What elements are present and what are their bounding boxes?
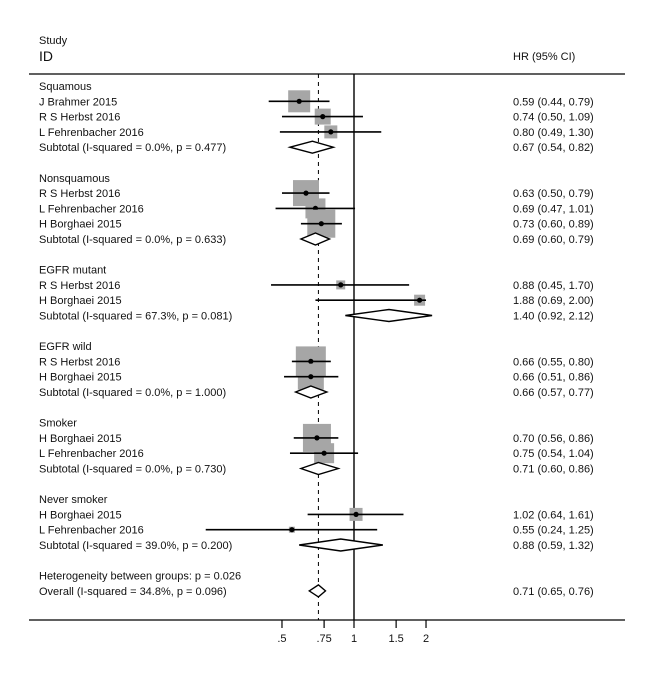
study-label: R S Herbst 2016 (39, 112, 120, 124)
group-heading: Smoker (39, 418, 77, 430)
point-estimate (416, 297, 423, 303)
group-heading: Nonsquamous (39, 173, 110, 185)
subtotal-label: Subtotal (I-squared = 0.0%, p = 0.730) (39, 464, 226, 476)
group-heading: Never smoker (39, 494, 108, 506)
study-hr-value: 0.88 (0.45, 1.70) (513, 280, 594, 292)
x-tick-label: 1.5 (388, 633, 403, 645)
subtotal-label: Subtotal (I-squared = 67.3%, p = 0.081) (39, 311, 232, 323)
point-estimate (328, 129, 334, 135)
heterogeneity-label: Heterogeneity between groups: p = 0.026 (39, 571, 241, 583)
subtotal-hr-value: 0.88 (0.59, 1.32) (513, 540, 594, 552)
study-label: R S Herbst 2016 (39, 356, 120, 368)
study-label: H Borghaei 2015 (39, 509, 122, 521)
subtotal-diamond (287, 140, 336, 154)
study-hr-value: 0.63 (0.50, 0.79) (513, 188, 594, 200)
subtotal-label: Subtotal (I-squared = 39.0%, p = 0.200) (39, 540, 232, 552)
subtotal-hr-value: 1.40 (0.92, 2.12) (513, 311, 594, 323)
study-label: R S Herbst 2016 (39, 188, 120, 200)
point-estimate (308, 358, 314, 364)
study-label: H Borghaei 2015 (39, 433, 122, 445)
subtotal-label: Subtotal (I-squared = 0.0%, p = 0.477) (39, 142, 226, 154)
study-label: L Fehrenbacher 2016 (39, 203, 144, 215)
point-estimate (296, 98, 302, 104)
study-label: H Borghaei 2015 (39, 295, 122, 307)
study-hr-value: 0.74 (0.50, 1.09) (513, 112, 594, 124)
study-hr-value: 0.80 (0.49, 1.30) (513, 127, 594, 139)
study-hr-value: 0.66 (0.55, 0.80) (513, 356, 594, 368)
header-id: ID (39, 48, 53, 64)
study-hr-value: 0.70 (0.56, 0.86) (513, 433, 594, 445)
study-label: J Brahmer 2015 (39, 96, 117, 108)
study-label: L Fehrenbacher 2016 (39, 127, 144, 139)
point-estimate (314, 435, 320, 441)
subtotal-diamond (293, 385, 329, 399)
x-tick-label: 1 (351, 633, 357, 645)
study-hr-value: 0.69 (0.47, 1.01) (513, 203, 594, 215)
study-hr-value: 0.55 (0.24, 1.25) (513, 525, 594, 537)
point-estimate (312, 205, 319, 211)
study-label: L Fehrenbacher 2016 (39, 525, 144, 537)
study-label: L Fehrenbacher 2016 (39, 448, 144, 460)
study-hr-value: 1.88 (0.69, 2.00) (513, 295, 594, 307)
point-estimate (289, 527, 295, 533)
point-estimate (318, 221, 324, 227)
header-study: Study (39, 35, 68, 47)
group-heading: EGFR mutant (39, 265, 106, 277)
x-tick-label: .5 (277, 633, 286, 645)
subtotal-diamond (298, 461, 341, 476)
point-estimate (308, 374, 314, 380)
point-estimate (353, 511, 359, 517)
group-heading: Squamous (39, 81, 92, 93)
study-hr-value: 1.02 (0.64, 1.61) (513, 509, 594, 521)
study-hr-value: 0.75 (0.54, 1.04) (513, 448, 594, 460)
study-label: H Borghaei 2015 (39, 219, 122, 231)
study-label: H Borghaei 2015 (39, 372, 122, 384)
subtotal-hr-value: 0.67 (0.54, 0.82) (513, 142, 594, 154)
study-label: R S Herbst 2016 (39, 280, 120, 292)
overall-diamond (307, 584, 327, 598)
x-tick-label: .75 (316, 633, 331, 645)
x-tick-label: 2 (423, 633, 429, 645)
subtotal-hr-value: 0.71 (0.60, 0.86) (513, 464, 594, 476)
point-estimate (338, 282, 344, 288)
subtotal-diamond (299, 538, 383, 552)
overall-label: Overall (I-squared = 34.8%, p = 0.096) (39, 586, 227, 598)
subtotal-label: Subtotal (I-squared = 0.0%, p = 0.633) (39, 234, 226, 246)
point-estimate (303, 190, 309, 196)
study-hr-value: 0.73 (0.60, 0.89) (513, 219, 594, 231)
x-axis: .5 .75 1 1.5 2 (29, 619, 625, 645)
study-hr-value: 0.66 (0.51, 0.86) (513, 372, 594, 384)
group-heading: EGFR wild (39, 341, 92, 353)
point-estimate (321, 450, 327, 456)
point-estimate (320, 114, 326, 120)
overall-hr-value: 0.71 (0.65, 0.76) (513, 586, 594, 598)
study-hr-value: 0.59 (0.44, 0.79) (513, 96, 594, 108)
header-hr: HR (95% CI) (513, 51, 575, 63)
subtotal-diamond (345, 308, 433, 323)
subtotal-hr-value: 0.66 (0.57, 0.77) (513, 387, 594, 399)
subtotal-label: Subtotal (I-squared = 0.0%, p = 1.000) (39, 387, 226, 399)
subtotal-hr-value: 0.69 (0.60, 0.79) (513, 234, 594, 246)
forest-rows: Squamous J Brahmer 2015 0.59 (0.44, 0.79) R… (39, 74, 594, 620)
subtotal-diamond (299, 232, 332, 246)
